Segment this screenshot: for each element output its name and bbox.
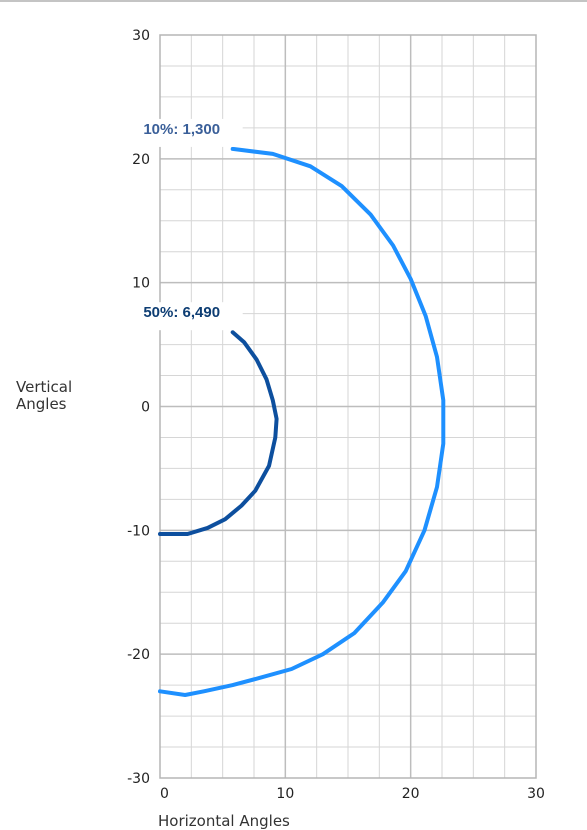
x-tick-label: 30 — [527, 786, 545, 802]
x-tick-label: 0 — [160, 786, 169, 802]
x-tick-labels: 0 10 20 30 — [160, 786, 545, 802]
plot-frame — [159, 34, 537, 779]
y-tick-label: 20 — [132, 152, 150, 168]
y-tick-label: 0 — [141, 400, 150, 416]
top-divider — [0, 0, 587, 2]
callout-box — [120, 302, 243, 331]
callout-box — [120, 118, 243, 147]
x-tick-label: 10 — [276, 786, 294, 802]
y-axis-title: Angles — [16, 395, 67, 413]
series-layer — [158, 146, 446, 697]
callout-label-2: 50%: 6,490 — [143, 304, 220, 321]
x-tick-label: 20 — [402, 786, 420, 802]
y-tick-label: -10 — [127, 523, 150, 539]
series-curve-2 — [158, 330, 279, 536]
y-tick-label: 10 — [132, 276, 150, 292]
y-axis-title: Vertical — [16, 378, 72, 396]
y-tick-labels: 30 20 10 0 -10 -20 -30 — [127, 28, 150, 787]
series-curve-1 — [158, 146, 446, 697]
y-tick-label: 30 — [132, 28, 150, 44]
series-callouts: 10%: 1,300 50%: 6,490 — [120, 118, 243, 331]
y-tick-label: -30 — [127, 771, 150, 787]
x-axis-title: Horizontal Angles — [158, 812, 290, 830]
callout-label-1: 10%: 1,300 — [143, 121, 220, 138]
plot-border — [159, 34, 537, 779]
y-tick-label: -20 — [127, 647, 150, 663]
